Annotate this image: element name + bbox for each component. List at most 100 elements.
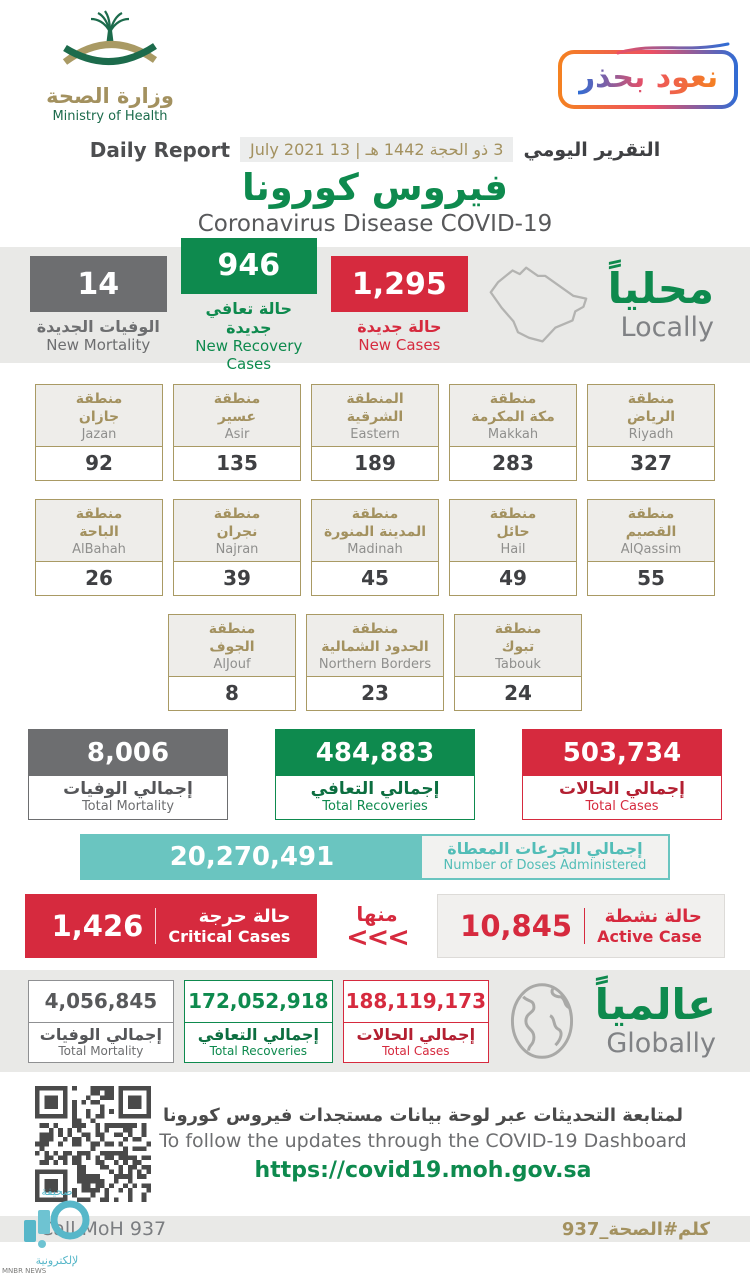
- critical-active-row: 1,426 حالة حرجة Critical Cases منها <<< …: [0, 894, 750, 958]
- global-cases-box: 188,119,173 إجمالي الحالات Total Cases: [342, 979, 489, 1063]
- region-label-en: Tabouk: [495, 657, 541, 672]
- region-value: 23: [361, 681, 389, 705]
- region-card-makkah: منطقة مكة المكرمة Makkah 283: [449, 384, 577, 481]
- global-recoveries-box: 172,052,918 إجمالي التعافي Total Recover…: [183, 979, 333, 1063]
- region-value: 327: [630, 451, 672, 475]
- active-cases-box: 10,845 حالة نشطة Active Case: [437, 894, 725, 958]
- region-value: 55: [637, 566, 665, 590]
- region-label-en: AlQassim: [620, 542, 682, 557]
- qr-code: [35, 1086, 151, 1202]
- global-recoveries-value: 172,052,918: [184, 981, 332, 1023]
- region-row-1: منطقة الرياض Riyadh 327 منطقة مكة المكرمة Ma…: [0, 384, 750, 481]
- critical-cases-value: 1,426: [51, 909, 144, 943]
- totals-row: 8,006 إجمالي الوفيات Total Mortality 484…: [0, 729, 750, 820]
- global-mortality-label-en: Total Mortality: [58, 1043, 144, 1058]
- region-value: 39: [223, 566, 251, 590]
- region-row-3: منطقة تبوك Tabouk 24 منطقة الحدود الشمالية N…: [0, 614, 750, 711]
- region-label-en: Riyadh: [628, 427, 674, 442]
- region-label-en: AlJouf: [213, 657, 251, 672]
- report-date: 3 ذو الحجة 1442 هـ | 13 July 2021: [240, 137, 514, 162]
- dashboard-note-en: To follow the updates through the COVID-…: [159, 1130, 687, 1152]
- new-recoveries-label-en: New Recovery Cases: [195, 336, 303, 373]
- region-label-ar2: القصيم: [625, 523, 677, 540]
- region-value: 283: [492, 451, 534, 475]
- new-recoveries-stat: 946 حالة تعافي جديدة New Recovery Cases: [180, 237, 318, 373]
- region-label-ar2: الشرقية: [346, 408, 404, 425]
- total-recoveries-value: 484,883: [276, 730, 474, 776]
- active-cases-value: 10,845: [460, 909, 573, 943]
- region-label-ar: منطقة: [213, 391, 261, 407]
- locally-title: محلياً Locally: [608, 267, 720, 343]
- dashboard-section: لمتابعة التحديثات عبر لوحة بيانات مستجدا…: [0, 1086, 750, 1202]
- region-label-ar2: الجوف: [209, 638, 255, 655]
- region-label-ar: منطقة: [351, 506, 399, 522]
- region-label-ar: منطقة: [627, 506, 675, 522]
- date-row: Daily Report 3 ذو الحجة 1442 هـ | 13 Jul…: [0, 137, 750, 162]
- region-label-ar2: جازان: [78, 408, 120, 425]
- global-mortality-label-ar: إجمالي الوفيات: [39, 1024, 162, 1044]
- region-label-ar: منطقة: [627, 391, 675, 407]
- region-card-madinah: منطقة المدينة المنورة Madinah 45: [311, 499, 439, 596]
- new-cases-label-ar: حالة جديدة: [357, 317, 442, 336]
- globally-title-en: Globally: [606, 1027, 716, 1059]
- global-recoveries-label-ar: إجمالي التعافي: [197, 1024, 319, 1044]
- region-label-ar2: مكة المكرمة: [471, 408, 555, 425]
- watermark-top-text: صحيفة: [41, 1185, 73, 1198]
- region-card-northern-borders: منطقة الحدود الشمالية Northern Borders 23: [306, 614, 444, 711]
- watermark-bottom-text: لإلكترونية: [35, 1254, 79, 1267]
- globe-icon: [510, 983, 573, 1059]
- total-mortality-label-en: Total Mortality: [81, 799, 175, 814]
- badge-text: نعود بحذر: [577, 60, 719, 95]
- region-label-ar: منطقة: [75, 506, 123, 522]
- region-card-albahah: منطقة الباحة AlBahah 26: [35, 499, 163, 596]
- region-label-en: AlBahah: [72, 542, 126, 557]
- doses-value: 20,270,491: [82, 836, 422, 878]
- region-label-ar2: المدينة المنورة: [323, 523, 427, 540]
- moh-logo: وزارة الصحة Ministry of Health: [30, 10, 190, 124]
- hashtag-label: كلم#الصحة_937: [561, 1218, 710, 1240]
- global-mortality-box: 4,056,845 إجمالي الوفيات Total Mortality: [28, 979, 174, 1063]
- region-label-ar: منطقة: [213, 506, 261, 522]
- new-mortality-value: 14: [30, 256, 167, 312]
- mnbr-logo-icon: [24, 1200, 90, 1248]
- divider: [584, 908, 586, 944]
- region-label-ar: منطقة: [489, 391, 537, 407]
- region-label-ar2: نجران: [216, 523, 258, 540]
- region-label-en: Jazan: [81, 427, 117, 442]
- region-card-asir: منطقة عسير Asir 135: [173, 384, 301, 481]
- region-value: 189: [354, 451, 396, 475]
- total-recoveries-label-ar: إجمالي التعافي: [310, 779, 440, 799]
- new-cases-stat: 1,295 حالة جديدة New Cases: [331, 256, 468, 354]
- region-label-en: Makkah: [487, 427, 539, 442]
- critical-cases-label-en: Critical Cases: [168, 927, 291, 946]
- page-title-english: Coronavirus Disease COVID-19: [197, 211, 553, 237]
- logo-english-text: Ministry of Health: [52, 109, 168, 124]
- region-card-aljouf: منطقة الجوف AlJouf 8: [168, 614, 296, 711]
- region-label-ar2: حائل: [496, 523, 530, 540]
- logo-arabic-text: وزارة الصحة: [46, 84, 174, 108]
- active-cases-label-en: Active Case: [597, 927, 702, 946]
- global-cases-label-ar: إجمالي الحالات: [356, 1024, 476, 1044]
- daily-report-label-ar: التقرير اليومي: [523, 138, 661, 161]
- region-card-tabouk: منطقة تبوك Tabouk 24: [454, 614, 582, 711]
- dashboard-url-link[interactable]: https://covid19.moh.gov.sa: [254, 1158, 592, 1183]
- doses-administered-bar: 20,270,491 إجمالي الجرعات المعطاة Number…: [80, 834, 670, 880]
- region-value: 26: [85, 566, 113, 590]
- doses-label-ar: إجمالي الجرعات المعطاة: [447, 839, 643, 858]
- global-cases-label-en: Total Cases: [382, 1043, 450, 1058]
- critical-cases-box: 1,426 حالة حرجة Critical Cases: [25, 894, 317, 958]
- of-which-label: منها: [356, 901, 398, 926]
- region-label-en: Hail: [500, 542, 526, 557]
- region-value: 45: [361, 566, 389, 590]
- footer-band: Call MoH 937 كلم#الصحة_937: [0, 1216, 750, 1242]
- region-value: 49: [499, 566, 527, 590]
- watermark-tiny-text: MNBR NEWS: [2, 1267, 47, 1275]
- region-label-ar2: تبوك: [501, 638, 535, 655]
- region-card-jazan: منطقة جازان Jazan 92: [35, 384, 163, 481]
- new-mortality-stat: 14 الوفيات الجديدة New Mortality: [30, 256, 167, 354]
- region-card-riyadh: منطقة الرياض Riyadh 327: [587, 384, 715, 481]
- region-label-ar2: عسير: [217, 408, 257, 425]
- region-value: 92: [85, 451, 113, 475]
- region-card-alqassim: منطقة القصيم AlQassim 55: [587, 499, 715, 596]
- region-label-ar: المنطقة: [346, 391, 404, 407]
